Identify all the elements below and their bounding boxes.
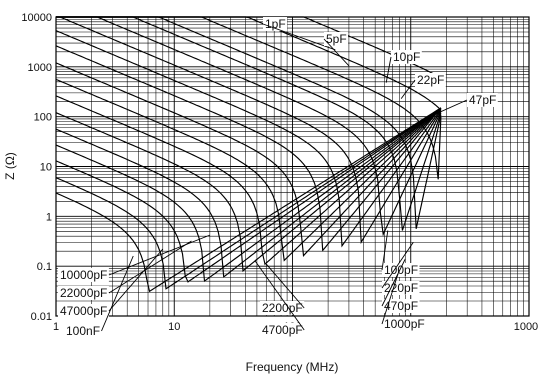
curve-label-22pF: 22pF	[417, 73, 444, 87]
label-box	[382, 317, 427, 331]
leader-line	[108, 248, 164, 312]
label-box	[58, 304, 109, 318]
label-box	[415, 73, 446, 87]
label-box	[382, 263, 420, 277]
leader-line	[381, 258, 406, 307]
curve-470pF	[55, 30, 442, 248]
curve-10000pF	[55, 95, 442, 266]
y-tick-label: 10	[40, 162, 52, 174]
curve-1000pF	[55, 45, 442, 252]
curve-100pF	[56, 16, 442, 237]
curve-label-4700pF: 4700pF	[262, 323, 303, 337]
y-tick-label: 1	[46, 211, 52, 223]
y-tick-label: 10000	[21, 12, 52, 24]
leader-line	[265, 263, 305, 309]
plot-frame	[55, 16, 530, 317]
label-box	[467, 93, 498, 107]
label-box	[64, 324, 102, 338]
curve-label-100nF: 100nF	[66, 324, 100, 338]
curve-label-47000pF: 47000pF	[60, 304, 107, 318]
y-tick-label: 1000	[28, 62, 52, 74]
curve-label-10pF: 10pF	[393, 50, 420, 64]
y-tick-label: 100	[34, 112, 52, 124]
leader-line	[381, 230, 389, 271]
x-tick-label: 1	[53, 321, 59, 333]
curve-label-10000pF: 10000pF	[60, 268, 107, 282]
curve-47000pF	[55, 107, 442, 278]
leader-line	[101, 255, 134, 332]
curve-label-2200pF: 2200pF	[262, 301, 303, 315]
x-tick-label: 10	[168, 321, 180, 333]
leader-line	[385, 56, 392, 83]
curve-4700pF	[55, 78, 442, 262]
label-box	[58, 286, 109, 300]
curve-labels: 1pF 5pF 10pF 22pF 47pF 100pF 220pF 470pF 1000pF 2…	[58, 17, 498, 338]
leader-line	[423, 99, 468, 120]
label-box	[58, 268, 109, 282]
curve-label-22000pF: 22000pF	[60, 286, 107, 300]
curve-unlabeled	[55, 107, 442, 283]
curve-label-470pF: 470pF	[384, 299, 418, 313]
leader-line	[400, 79, 416, 99]
x-axis-label: Frequency (MHz)	[246, 360, 339, 374]
curve-unlabeled	[55, 107, 442, 293]
curve-unlabeled	[55, 107, 442, 290]
leader-line	[108, 240, 192, 294]
leader-line	[254, 260, 305, 331]
leader-line	[381, 242, 414, 289]
curve-22000pF	[55, 107, 442, 273]
impedance-curves	[55, 16, 442, 293]
curve-label-100pF: 100pF	[384, 263, 418, 277]
leader-line	[108, 234, 211, 276]
label-box	[382, 299, 420, 313]
curve-100nF	[55, 107, 442, 283]
y-axis-label: Z (Ω)	[3, 152, 17, 180]
curve-220pF	[56, 16, 442, 245]
label-box	[260, 301, 305, 315]
curve-label-5pF: 5pF	[326, 32, 347, 46]
x-tick-label: 10000	[514, 321, 538, 333]
leader-line	[262, 23, 336, 51]
label-box	[324, 32, 349, 46]
curve-label-1pF: 1pF	[265, 17, 286, 31]
grid	[55, 17, 529, 317]
label-box	[263, 17, 288, 31]
leader-line	[323, 38, 350, 67]
y-tick-label: 0.01	[31, 311, 52, 323]
curve-2200pF	[55, 62, 442, 258]
y-tick-label: 0.1	[37, 261, 52, 273]
curve-label-47pF: 47pF	[469, 93, 496, 107]
label-box	[260, 323, 305, 337]
curve-label-220pF: 220pF	[384, 281, 418, 295]
label-box	[391, 50, 422, 64]
label-box	[382, 281, 420, 295]
leader-line	[381, 273, 399, 325]
curve-label-1000pF: 1000pF	[384, 317, 425, 331]
